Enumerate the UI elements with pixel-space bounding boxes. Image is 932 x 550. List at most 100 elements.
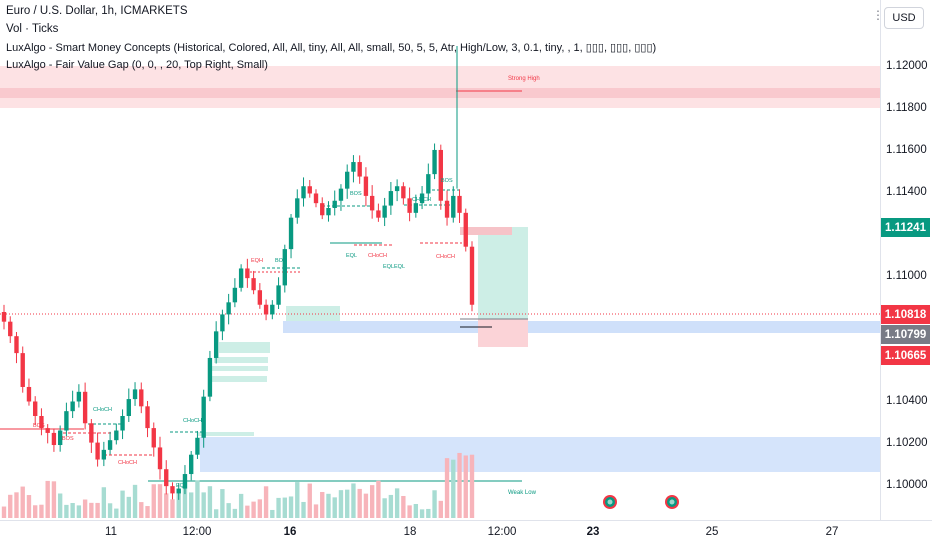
candle-body (363, 176, 369, 196)
volume-bar (39, 504, 44, 518)
volume-bar (407, 505, 412, 518)
candle-body (114, 430, 119, 441)
candle-body (20, 353, 25, 387)
candle-body (326, 208, 331, 216)
candle-body (438, 149, 443, 201)
price-axis[interactable] (880, 0, 932, 520)
candle-body (139, 389, 144, 407)
volume-bar (276, 497, 281, 518)
demand-zone-lower (200, 437, 880, 472)
candle-body (220, 314, 225, 332)
volume-bar (351, 483, 356, 518)
price-tag-stop: 1.10665 (881, 346, 930, 365)
volume-bar (369, 485, 375, 518)
volume-bar (307, 483, 312, 518)
candle-body (332, 200, 337, 208)
candle-body (39, 416, 44, 429)
volume-bar (89, 502, 94, 518)
volume-bar (251, 501, 256, 518)
smc-label-choch-2: CHoCH (118, 460, 137, 466)
volume-bar (376, 480, 381, 518)
price-tick: 1.11400 (886, 186, 927, 198)
volume-bar (363, 493, 369, 518)
candle-body (51, 432, 57, 446)
volume-bar (114, 508, 119, 518)
candle-body (195, 437, 200, 455)
volume-bar (76, 505, 82, 518)
smc-label-eql-1: EQL (176, 483, 187, 489)
volume-bar (126, 496, 131, 518)
economic-event-icon[interactable] (665, 495, 679, 509)
candle-body (145, 406, 150, 429)
volume-bar (444, 458, 450, 518)
fvg-box-2 (219, 342, 270, 353)
demand-zone-upper (283, 321, 880, 333)
price-tick: 1.11000 (886, 270, 927, 282)
more-icon[interactable]: ⋮ (872, 8, 884, 22)
candle-body (257, 290, 263, 305)
price-tag-last: 1.10818 (881, 305, 930, 324)
chart-legend-smc: LuxAlgo - Smart Money Concepts (Historic… (6, 42, 657, 54)
candle-body (376, 210, 381, 218)
candle-body (388, 191, 394, 206)
volume-bar (101, 487, 107, 518)
volume-bar (282, 497, 287, 518)
price-chart[interactable]: Strong High Weak Low BOS BOS CHoCH CHoCH… (0, 0, 880, 520)
candle-body (226, 302, 231, 315)
volume-bar (182, 481, 188, 518)
candle-body (351, 162, 356, 172)
volume-bar (120, 490, 125, 518)
candle-body (82, 391, 88, 424)
volume-bar (401, 495, 406, 518)
fvg-box-5 (212, 376, 267, 382)
price-tick: 1.10400 (886, 395, 928, 407)
volume-bar (145, 506, 150, 518)
candle-body (276, 285, 281, 305)
candlesticks (1, 45, 475, 500)
candle-body (382, 205, 387, 218)
volume-bar (220, 489, 225, 518)
volume-bar (320, 491, 325, 518)
volume-bar (357, 488, 362, 518)
time-axis[interactable] (0, 520, 932, 550)
candle-body (33, 401, 38, 416)
candle-body (282, 249, 287, 286)
chart-legend-title: Euro / U.S. Dollar, 1h, ICMARKETS (6, 5, 188, 17)
volume-bars (1, 452, 475, 518)
currency-button[interactable]: USD (884, 7, 924, 29)
candle-body (419, 193, 425, 204)
smc-label-eqh: EQH (251, 258, 263, 264)
price-tick: 1.10200 (886, 437, 928, 449)
economic-event-icon[interactable] (603, 495, 617, 509)
time-tick: 16 (283, 526, 297, 538)
candle-body (176, 488, 181, 494)
volume-bar (288, 496, 294, 518)
candle-body (232, 287, 238, 303)
smc-label-choch-5: CHoCH (412, 197, 431, 203)
volume-bar (238, 493, 244, 518)
candle-body (313, 193, 319, 204)
candle-body (8, 321, 13, 337)
volume-bar (332, 497, 337, 518)
volume-bar (201, 492, 206, 518)
volume-bar (20, 486, 25, 518)
time-tick: 23 (586, 526, 600, 538)
volume-bar (14, 492, 19, 518)
candle-body (151, 428, 156, 448)
chart-plot-area[interactable]: Strong High Weak Low BOS BOS CHoCH CHoCH… (0, 0, 880, 520)
price-tick: 1.12000 (886, 60, 928, 72)
candle-body (263, 304, 269, 315)
candle-body (170, 486, 175, 494)
fvg-box-6 (198, 432, 254, 436)
time-tick: 18 (403, 526, 417, 538)
candle-body (1, 312, 7, 322)
volume-bar (195, 480, 200, 518)
volume-bar (151, 484, 156, 518)
fvg-box-3 (214, 357, 268, 363)
candle-body (413, 203, 419, 213)
candle-body (301, 186, 306, 199)
candle-body (132, 389, 138, 400)
supply-zone-outer (0, 66, 880, 108)
smc-label-bos-3: BOS (275, 258, 287, 264)
volume-bar (70, 503, 75, 518)
